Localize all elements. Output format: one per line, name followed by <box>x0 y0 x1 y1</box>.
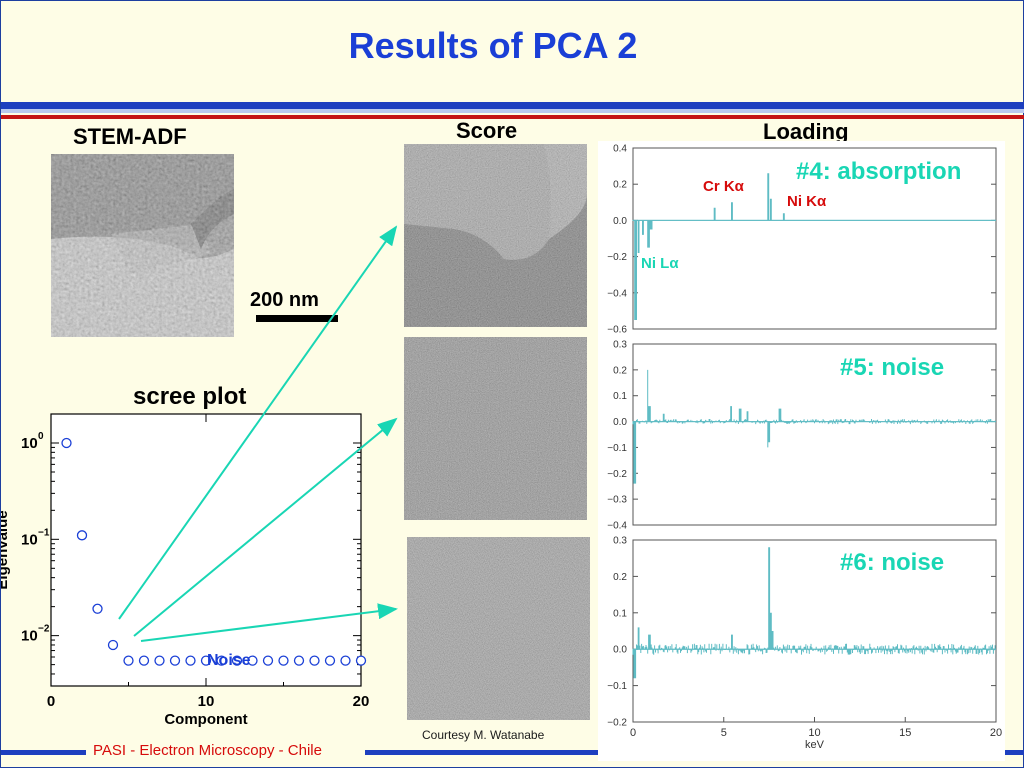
scree-point <box>200 655 212 666</box>
loading-ytick-label: 0.0 <box>613 216 627 227</box>
score-image-5 <box>404 337 587 520</box>
loading-panel-6: 0.3 0.2 0.1 0.0 −0.1 −0.20 5 10 15 20 keV <box>607 536 1002 752</box>
scree-point <box>185 655 196 666</box>
courtesy-credit: Courtesy M. Watanabe <box>422 728 545 742</box>
scree-ytick-exponent: 0 <box>38 431 44 442</box>
loading-ytick-label: 0.1 <box>613 608 627 619</box>
scree-point <box>262 655 274 666</box>
score-heading: Score <box>456 118 518 143</box>
slide-title: Results of PCA 2 <box>348 25 638 66</box>
scale-bar <box>256 315 338 322</box>
stem-adf-image <box>51 154 234 337</box>
loading-label-noise-6: #6: noise <box>840 549 945 576</box>
loading-ytick-label: 0.3 <box>613 340 627 351</box>
scree-xtick-label: 20 <box>353 693 370 710</box>
scree-point <box>154 655 165 666</box>
loading-ytick-label: 0.1 <box>613 391 627 402</box>
loading-ytick-label: 0.0 <box>613 645 627 656</box>
loading-ytick-label: −0.4 <box>607 521 627 532</box>
scree-point <box>92 603 103 614</box>
loading-label-noise-5: #5: noise <box>840 354 945 381</box>
scree-ytick-exponent: −1 <box>38 527 50 538</box>
scree-xtick-label: 10 <box>198 693 215 710</box>
loading-ytick-label: −0.3 <box>607 495 627 506</box>
scale-bar-label: 200 nm <box>250 289 319 311</box>
scree-plot-frame <box>50 413 362 687</box>
scree-noise-label: Noise <box>207 652 251 669</box>
scree-point <box>324 655 336 666</box>
loading-xtick-label: 10 <box>808 727 820 739</box>
loading-frame <box>632 147 997 330</box>
footer-line-left <box>1 750 86 755</box>
loading-ytick-label: 0.3 <box>613 536 627 547</box>
scree-ytick-label: 10 <box>21 531 38 548</box>
header-band-blue <box>1 102 1024 109</box>
loading-ytick-label: 0.0 <box>613 417 627 428</box>
scree-ytick-label: 10 <box>21 435 38 452</box>
scree-ylabel: Eigenvalue <box>1 510 11 589</box>
loading-xtick-label: 5 <box>721 727 727 739</box>
loading-xtick-label: 15 <box>899 727 911 739</box>
stem-adf-heading: STEM-ADF <box>73 124 187 149</box>
score-image-4 <box>404 144 587 327</box>
scree-point <box>231 655 243 666</box>
scree-point <box>169 655 181 666</box>
scree-point <box>278 655 289 666</box>
loading-ytick-label: 0.2 <box>613 180 627 191</box>
scree-point <box>340 655 351 666</box>
scree-point <box>309 655 320 666</box>
scree-xlabel: Component <box>164 711 247 728</box>
loading-frame <box>632 343 997 526</box>
loading-panel-5: 0.3 0.2 0.1 0.0 −0.1 −0.2 −0.3 −0.4 <box>607 340 997 532</box>
scree-xtick-label: 0 <box>47 693 55 710</box>
loading-label-absorption: #4: absorption <box>796 158 962 185</box>
scree-ytick-label: 10 <box>21 628 38 645</box>
loading-ytick-label: 0.2 <box>613 365 627 376</box>
loading-panel-4: 0.4 0.2 0.0 −0.2 −0.4 −0.6 <box>607 144 997 336</box>
annotation-cr-k-alpha: Cr Kα <box>703 178 744 195</box>
scree-point <box>61 437 72 449</box>
loading-ytick-label: 0.2 <box>613 572 627 583</box>
annotation-ni-l-alpha: Ni Lα <box>641 255 679 272</box>
loading-ytick-label: −0.1 <box>607 443 627 454</box>
scree-point <box>293 655 305 666</box>
score-image-6 <box>407 537 590 720</box>
loading-xlabel: keV <box>805 739 825 751</box>
scree-ytick-exponent: −2 <box>38 624 50 635</box>
scree-point <box>138 655 150 666</box>
loading-ytick-label: −0.2 <box>607 252 627 263</box>
footer-text: PASI - Electron Microscopy - Chile <box>93 742 322 759</box>
footer-line-right <box>365 750 598 755</box>
loading-ytick-label: 0.4 <box>613 144 627 155</box>
scree-point <box>107 639 119 651</box>
loading-ytick-label: −0.1 <box>607 681 627 692</box>
scree-point <box>247 655 258 666</box>
scree-point <box>76 530 88 541</box>
loading-ytick-label: −0.4 <box>607 288 627 299</box>
loading-xtick-label: 20 <box>990 727 1002 739</box>
loading-xtick-label: 0 <box>630 727 636 739</box>
footer-line-right2 <box>1005 750 1024 755</box>
scree-point <box>123 655 134 666</box>
scree-point <box>216 655 227 666</box>
scree-point <box>355 655 367 666</box>
loading-ytick-label: −0.6 <box>607 325 627 336</box>
loading-ytick-label: −0.2 <box>607 469 627 480</box>
annotation-ni-k-alpha: Ni Kα <box>787 193 827 210</box>
loading-ytick-label: −0.2 <box>607 718 627 729</box>
header-band-red <box>1 115 1024 119</box>
loading-heading: Loading <box>763 119 849 144</box>
header-band-light <box>1 109 1024 113</box>
